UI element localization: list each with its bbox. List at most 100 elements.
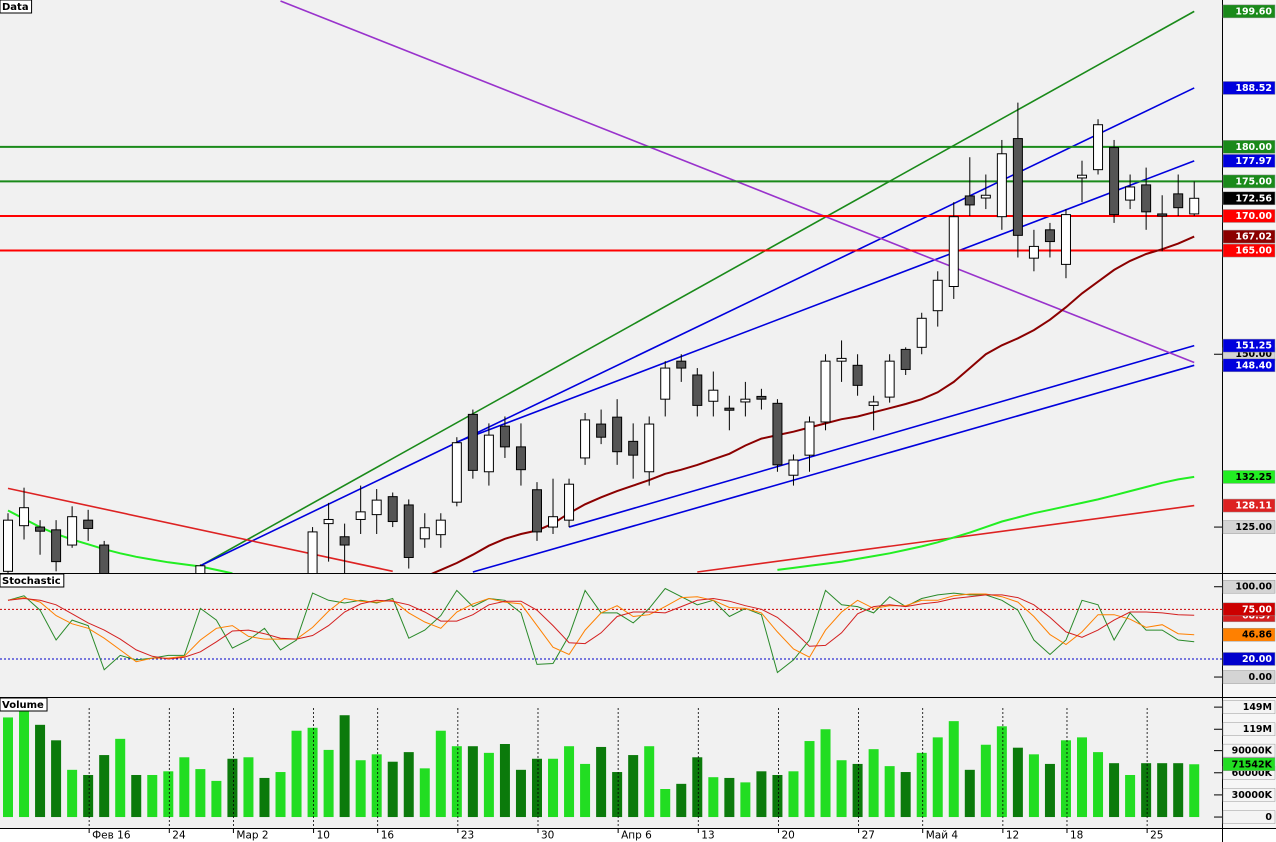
axis-label: 71542K [1232,759,1273,770]
volume-bar [275,772,286,818]
candle-body [948,216,959,287]
volume-bar [291,730,302,818]
candle-body [564,483,575,521]
panel-titles: Data Stochastic Volume [0,0,65,712]
candle-body [580,419,591,459]
candle-body [868,401,879,406]
axis-label-box [1222,243,1276,258]
volume-bar [211,780,222,818]
axis-label: 119M [1243,724,1272,735]
candle-body [900,348,911,370]
volume-bar [932,737,943,818]
axis-label-box [1222,154,1276,168]
axis-label: 0 [1265,812,1272,823]
axis-label: 128.11 [1235,501,1272,512]
axis-label: 0.00 [1249,672,1273,683]
axis-label-box [1222,470,1276,484]
date-label: 25 [1150,830,1163,842]
candle-body [419,527,430,540]
axis-label-box [1222,174,1276,189]
volume-plot [3,706,1222,828]
axis-label: 20.00 [1242,654,1272,665]
stochastic-plot [0,586,1222,678]
axis-label-box [1222,209,1276,223]
axis-label: 167.02 [1235,232,1272,243]
volume-bar [916,752,927,818]
candle-body [339,536,350,546]
volume-bar [740,782,751,818]
axis-label-box [1222,579,1276,594]
candle-body [1173,193,1184,209]
candle-body [916,317,927,348]
candle-body [51,529,62,563]
candle-body [387,496,398,523]
volume-bar [147,774,158,818]
date-label: 12 [1006,830,1019,842]
axis-label-box [1222,602,1276,617]
volume-bar [644,746,655,818]
axis-label-box [1222,700,1276,714]
volume-bar [788,771,799,818]
axis-label-box [1222,229,1276,244]
axis-label: 30000K [1232,790,1273,801]
volume-bar [435,730,446,818]
candle-body [355,511,366,520]
candle-body [596,423,607,438]
volume-bar [948,721,959,818]
volume-bar [836,760,847,818]
candle-body [451,442,462,503]
volume-bar [820,729,831,818]
axis-label-box [1222,338,1276,353]
volume-bar [628,755,639,818]
volume-bar [596,746,607,818]
volume-bar [259,777,270,818]
candle-body [932,279,943,312]
date-label: Мар 2 [236,830,268,842]
axis-label: 175.00 [1235,176,1272,187]
candle-body [1189,197,1200,215]
volume-bar [852,763,863,818]
volume-bar [548,758,559,818]
volume-bar [1189,764,1200,818]
candle-body [99,544,110,573]
axis-label: 177.97 [1235,156,1272,167]
trend-line [199,10,1195,567]
volume-bar [708,777,719,818]
volume-bar [612,772,623,818]
volume-bar [1141,763,1152,818]
volume-bar [115,738,126,818]
volume-bar [804,741,815,818]
axis-label-box [1222,520,1276,534]
axis-label-box [1222,743,1276,758]
volume-bar [387,761,398,818]
trend-line [200,87,1195,567]
volume-bar [1028,754,1039,818]
candle-body [692,374,703,406]
volume-bar [323,749,334,818]
volume-bar [772,774,783,818]
axis-label-box [1222,81,1276,95]
axis-label: 170.00 [1235,211,1272,222]
date-label: 24 [172,830,186,842]
volume-bar [692,757,703,818]
volume-bar [564,746,575,818]
candle-body [644,423,655,473]
volume-bar [179,757,190,818]
volume-bar [1157,763,1168,818]
axis-label-box [1222,140,1276,154]
axis-label-box [1222,498,1276,513]
trend-line [568,344,1195,528]
volume-bar [660,789,671,818]
volume-bar [163,771,174,818]
date-label: Фев 16 [92,830,131,842]
axis-label: 75.00 [1242,604,1272,615]
date-label: Май 4 [926,830,959,842]
axis-label: 150.00 [1235,349,1272,360]
volume-bar [3,717,13,818]
title-box [0,697,48,712]
date-label: 27 [862,830,875,842]
volume-bar [355,760,366,818]
candle-body [19,507,30,527]
